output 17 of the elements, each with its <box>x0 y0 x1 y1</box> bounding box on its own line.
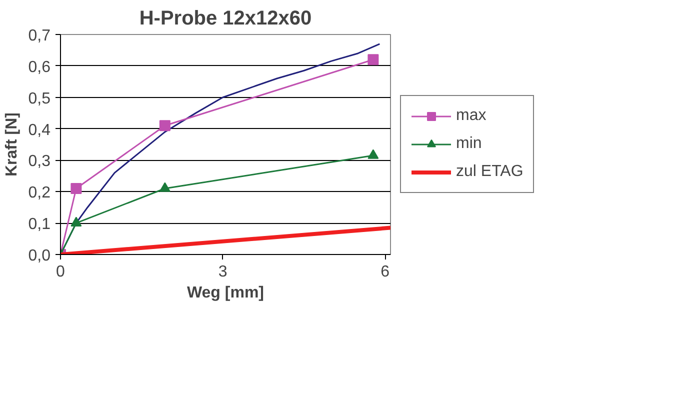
y-tick-label: 0,2 <box>28 184 51 202</box>
y-axis-title: Kraft [N] <box>3 112 20 176</box>
y-tick-label: 0,5 <box>28 90 51 108</box>
y-tick-label: 0,7 <box>28 28 51 44</box>
y-tick-label: 0,0 <box>28 248 51 264</box>
x-tick-label: 3 <box>218 264 228 280</box>
x-tick-label: 0 <box>56 264 66 280</box>
y-tick-label: 0,1 <box>28 216 51 234</box>
legend-label: zul ETAG <box>456 163 524 181</box>
legend-label: max <box>456 107 486 125</box>
chart-title: H-Probe 12x12x60 <box>139 8 312 30</box>
y-tick-label: 0,4 <box>28 122 51 139</box>
legend-label: min <box>456 135 482 153</box>
y-tick-label: 0,6 <box>28 58 51 76</box>
y-tick-label: 0,3 <box>28 153 51 170</box>
x-axis-title: Weg [mm] <box>186 284 264 302</box>
x-tick-label: 6 <box>380 264 390 280</box>
